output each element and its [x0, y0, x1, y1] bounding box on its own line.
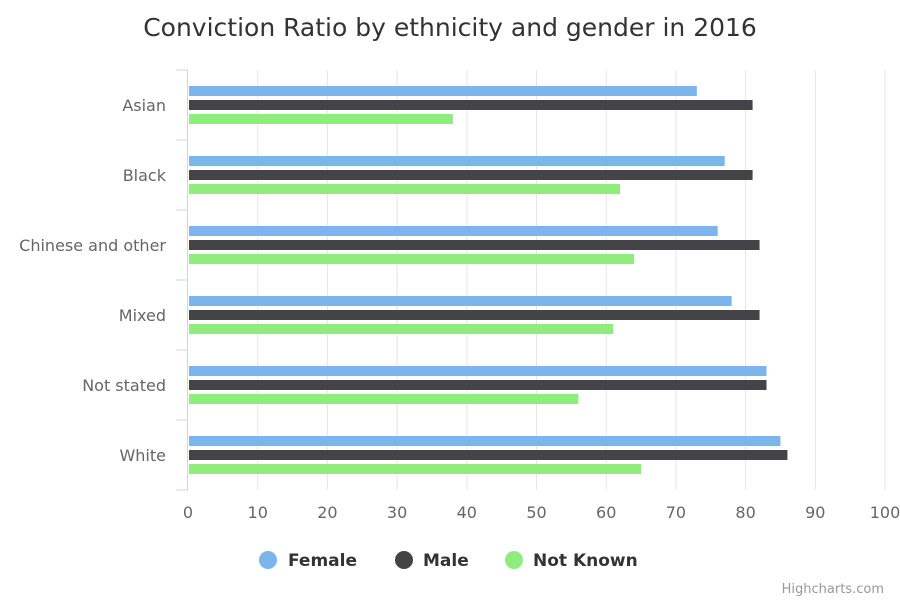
x-tick-label: 60 — [596, 503, 616, 522]
x-tick-label: 70 — [666, 503, 686, 522]
bar-not-known[interactable] — [189, 464, 642, 474]
category-label: White — [119, 446, 166, 465]
bar-female[interactable] — [189, 156, 725, 166]
bar-female[interactable] — [189, 296, 732, 306]
bar-female[interactable] — [189, 366, 767, 376]
legend-label: Not Known — [533, 551, 638, 571]
x-tick-label: 20 — [317, 503, 337, 522]
bar-female[interactable] — [189, 86, 697, 96]
category-labels: Asian Black Chinese and other Mixed Not stat… — [19, 96, 167, 465]
legend-item-not-known[interactable]: Not Known — [505, 551, 638, 571]
tick-labels: 0 10 20 30 40 50 60 70 80 90 100 — [183, 503, 900, 522]
x-tick-label: 50 — [526, 503, 546, 522]
bar-not-known[interactable] — [189, 394, 579, 404]
legend-symbol — [505, 551, 523, 569]
category-label: Asian — [122, 96, 166, 115]
legend-label: Female — [288, 551, 357, 571]
bars — [189, 86, 788, 474]
bar-not-known[interactable] — [189, 114, 453, 124]
x-tick-label: 0 — [183, 503, 193, 522]
bar-not-known[interactable] — [189, 254, 635, 264]
legend-item-female[interactable]: Female — [259, 551, 357, 571]
bar-female[interactable] — [189, 226, 718, 236]
legend-item-male[interactable]: Male — [395, 551, 469, 571]
legend-label: Male — [423, 551, 469, 571]
axes — [176, 69, 188, 491]
legend-symbol — [259, 551, 277, 569]
bar-not-known[interactable] — [189, 184, 621, 194]
category-label: Chinese and other — [19, 236, 166, 255]
x-tick-label: 10 — [248, 503, 268, 522]
grid-lines — [257, 70, 886, 490]
bar-female[interactable] — [189, 436, 781, 446]
bar-male[interactable] — [189, 380, 767, 390]
bar-male[interactable] — [189, 310, 760, 320]
chart-title: Conviction Ratio by ethnicity and gender… — [143, 13, 757, 42]
bar-male[interactable] — [189, 100, 753, 110]
bar-male[interactable] — [189, 170, 753, 180]
bar-male[interactable] — [189, 450, 788, 460]
x-tick-label: 80 — [735, 503, 755, 522]
credits-link[interactable]: Highcharts.com — [782, 582, 884, 597]
category-label: Not stated — [82, 376, 166, 395]
bar-not-known[interactable] — [189, 324, 614, 334]
legend: Female Male Not Known — [259, 551, 638, 571]
bar-male[interactable] — [189, 240, 760, 250]
x-tick-label: 40 — [457, 503, 477, 522]
x-tick-label: 100 — [870, 503, 900, 522]
category-label: Mixed — [119, 306, 166, 325]
x-tick-label: 90 — [805, 503, 825, 522]
legend-symbol — [395, 551, 413, 569]
x-tick-label: 30 — [387, 503, 407, 522]
category-label: Black — [123, 166, 167, 185]
